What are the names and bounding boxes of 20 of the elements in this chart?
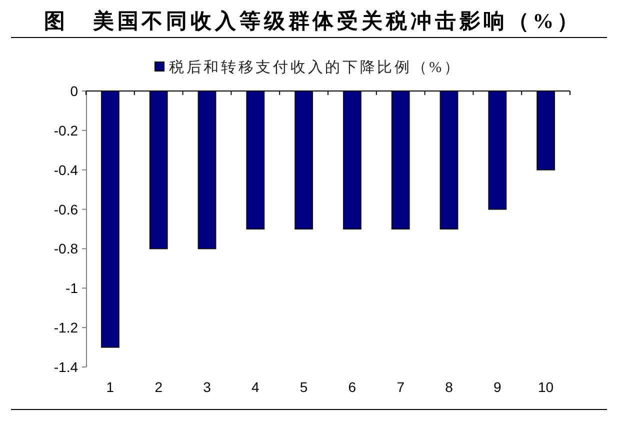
ytick: -1.2 bbox=[54, 320, 78, 336]
ytick: -0.2 bbox=[54, 122, 78, 138]
xtick: 8 bbox=[445, 379, 453, 395]
ytick: -0.4 bbox=[54, 162, 78, 178]
xtick: 1 bbox=[106, 379, 114, 395]
xtick: 5 bbox=[300, 379, 308, 395]
ytick: -0.8 bbox=[54, 240, 78, 257]
xtick: 2 bbox=[154, 379, 162, 395]
ytick: -0.6 bbox=[54, 201, 78, 218]
legend-label: 税后和转移支付收入的下降比例（%） bbox=[169, 60, 459, 76]
xtick: 6 bbox=[348, 379, 356, 395]
xtick: 7 bbox=[396, 379, 404, 395]
ytick: 0 bbox=[70, 83, 78, 99]
title: 图 美国不同收入等级群体受关税冲击影响（%） bbox=[44, 9, 578, 33]
xtick: 3 bbox=[203, 379, 211, 395]
xtick: 10 bbox=[538, 379, 554, 395]
xtick: 9 bbox=[494, 379, 502, 395]
xtick: 4 bbox=[252, 379, 260, 395]
ytick: -1 bbox=[66, 280, 78, 296]
ytick: -1.4 bbox=[54, 359, 78, 375]
